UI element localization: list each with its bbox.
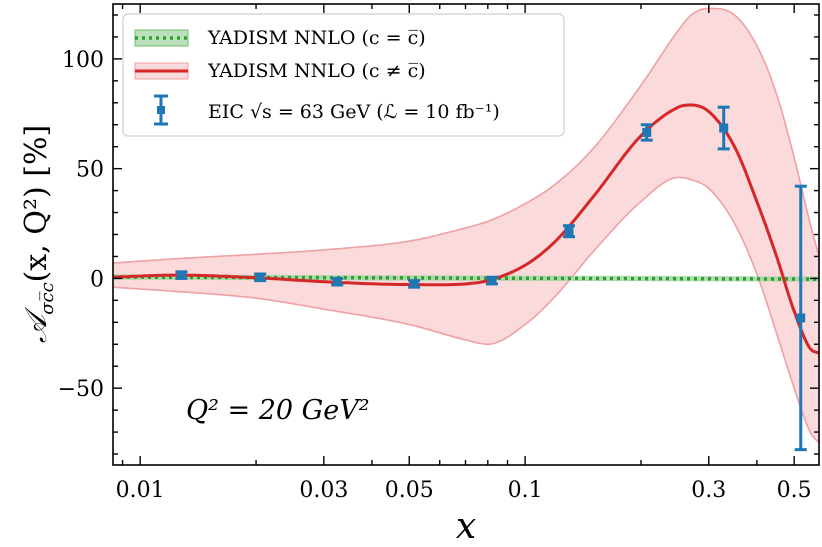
data-point [331, 276, 344, 287]
data-marker [255, 272, 265, 282]
data-point [794, 184, 807, 452]
data-marker [176, 270, 186, 280]
x-tick-label: 0.1 [508, 478, 543, 503]
y-tick-label: 50 [76, 158, 104, 183]
data-marker [409, 279, 419, 289]
data-marker [487, 276, 497, 286]
y-tick-label: 100 [62, 48, 104, 73]
data-marker [642, 127, 652, 137]
axis-ticks: 0.01 0.03 0.05 0.1 0.3 0.5 −50 0 50 100 [58, 4, 819, 503]
data-point [562, 224, 575, 239]
legend-label-blue: EIC √s = 63 GeV (ℒ = 10 fb⁻¹) [208, 101, 500, 123]
y-axis-label: 𝒜σc̅c(x, Q²) [%] [19, 125, 58, 343]
x-tick-label: 0.03 [299, 478, 348, 503]
y-tick-label: −50 [58, 377, 104, 402]
red-band-upper-edge [113, 7, 819, 264]
x-tick-label: 0.3 [691, 478, 726, 503]
data-marker [332, 277, 342, 287]
annotation-q2: Q² = 20 GeV² [186, 395, 370, 426]
y-axis-label-rest: (x, Q²) [%] [19, 125, 54, 282]
green-dotted-line [113, 275, 819, 281]
legend-frame [122, 13, 565, 137]
y-tick-label: 0 [90, 267, 104, 292]
legend: YADISM NNLO (c = c̅) YADISM NNLO (c ≠ c̅… [122, 13, 565, 137]
data-marker [719, 123, 729, 133]
red-solid-line [113, 103, 819, 355]
red-band-lower-edge [113, 176, 819, 444]
x-tick-label: 0.05 [385, 478, 434, 503]
data-point [175, 270, 188, 280]
x-tick-label: 0.5 [777, 478, 812, 503]
data-point [408, 279, 421, 289]
data-point [717, 105, 730, 151]
red-uncertainty-band [113, 8, 819, 444]
data-point [640, 123, 653, 142]
eic-data-points [175, 105, 807, 452]
y-axis-label-subscript: σc̅c [37, 282, 58, 314]
legend-blue-marker [157, 106, 165, 114]
x-axis-label: x [456, 506, 476, 547]
data-marker [564, 226, 574, 236]
data-marker [796, 313, 806, 323]
legend-label-green: YADISM NNLO (c = c̅) [207, 27, 426, 49]
legend-label-red: YADISM NNLO (c ≠ c̅) [207, 60, 426, 82]
data-point [485, 275, 498, 286]
data-point [254, 272, 267, 283]
plot-area [113, 7, 819, 452]
x-tick-label: 0.01 [116, 478, 165, 503]
